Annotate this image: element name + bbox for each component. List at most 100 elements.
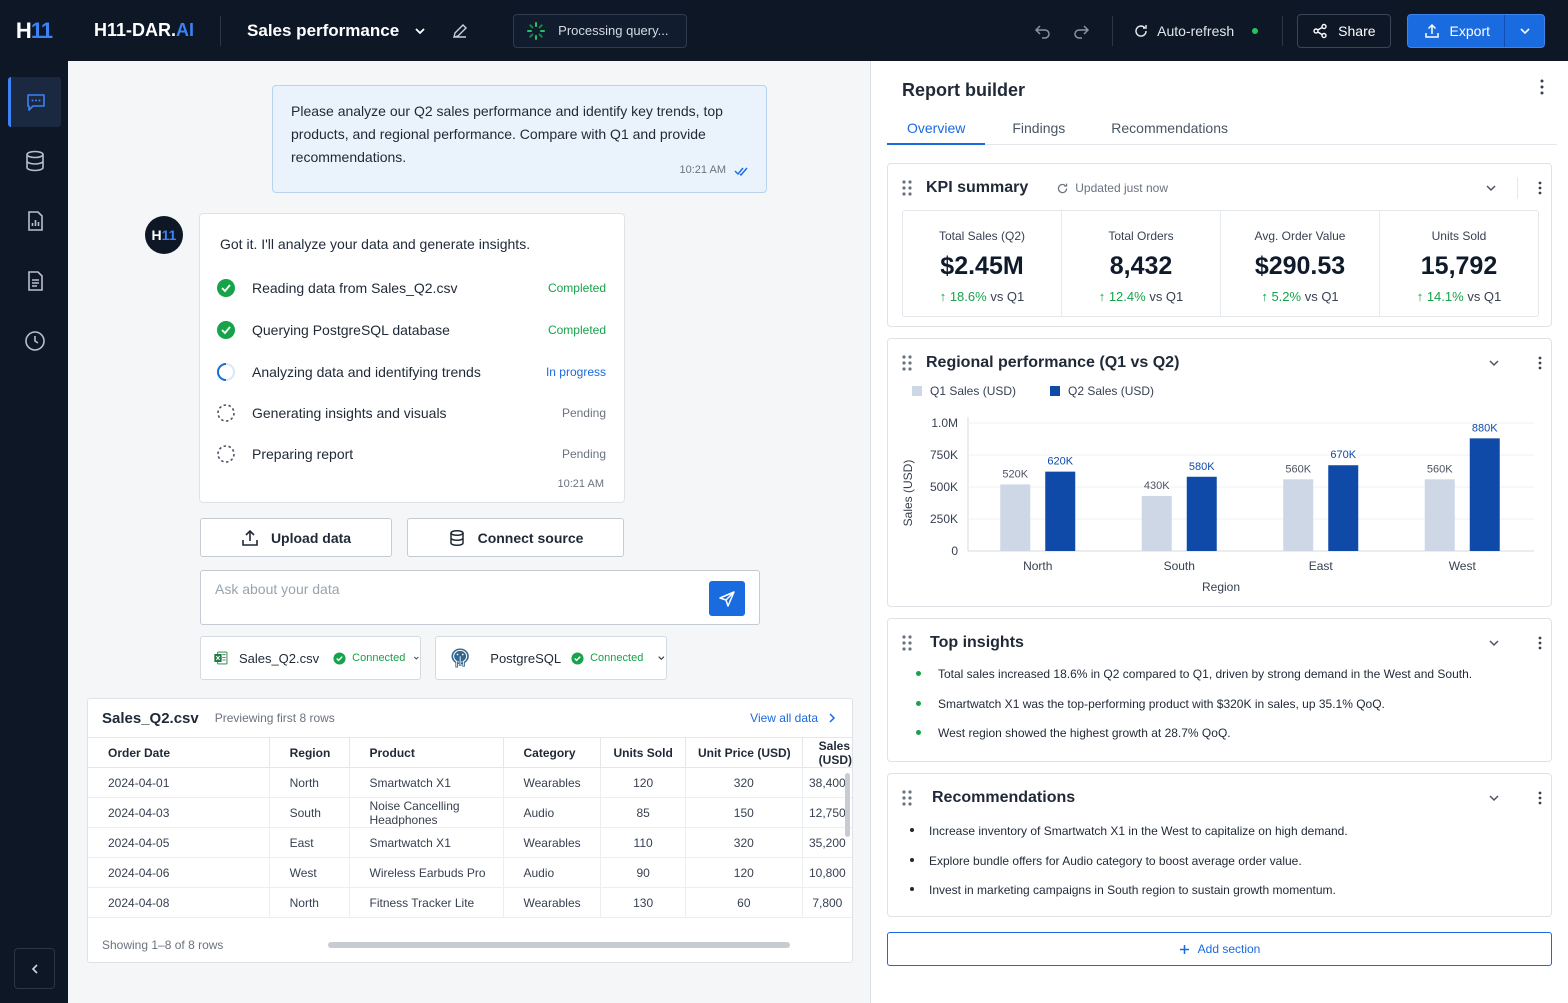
y-tick-label: 750K <box>930 448 958 462</box>
sidebar-item-documents[interactable] <box>8 256 61 306</box>
list-item: Invest in marketing campaigns in South r… <box>910 883 1348 913</box>
section-header: Top insights <box>902 619 1542 667</box>
sidebar-item-history[interactable] <box>8 316 61 366</box>
more-vertical-icon[interactable] <box>1538 356 1542 370</box>
kpi-value: $290.53 <box>1254 252 1346 280</box>
bullet-icon <box>916 671 921 676</box>
brand-name: H11-DAR.AI <box>94 20 195 40</box>
progress-step: Preparing report Pending <box>216 442 606 466</box>
column-header[interactable]: Units Sold <box>600 737 686 768</box>
check-circle-icon <box>217 279 235 297</box>
column-header[interactable]: Category <box>503 737 602 768</box>
refresh-icon <box>1058 183 1068 193</box>
sidebar-item-chat[interactable] <box>8 77 61 127</box>
collapse-sidebar-button[interactable] <box>14 948 55 989</box>
bar <box>1141 495 1172 551</box>
ask-box <box>200 570 760 625</box>
chevron-down-icon[interactable] <box>413 653 420 663</box>
bar <box>1000 484 1031 551</box>
top-bar: H 11 H11-DAR.AI Sales performance Process… <box>0 0 1568 61</box>
source-name: PostgreSQL <box>490 650 562 666</box>
auto-refresh-label: Auto-refresh <box>1157 22 1235 39</box>
vertical-scrollbar[interactable] <box>845 773 850 837</box>
export-options-button[interactable] <box>1504 14 1544 47</box>
sidebar-item-data[interactable] <box>8 136 61 186</box>
bar <box>1283 479 1314 551</box>
column-header[interactable]: Order Date <box>88 737 270 768</box>
column-header[interactable]: Product <box>349 737 504 768</box>
column-header[interactable]: Unit Price (USD) <box>685 737 803 768</box>
table-row[interactable]: 2024-04-01 North Smartwatch X1 Wearables 120… <box>88 767 852 798</box>
column-header[interactable]: Region <box>269 737 350 768</box>
step-status: Completed <box>547 323 606 337</box>
kpi-value: 15,792 <box>1420 252 1498 280</box>
top-insights-section: Top insights Total sales increased 18.6%… <box>887 618 1552 762</box>
app-logo[interactable]: H 11 <box>15 17 53 43</box>
section-title: Regional performance (Q1 vs Q2) <box>926 354 1180 371</box>
chevron-left-icon <box>31 963 38 974</box>
edit-icon[interactable] <box>451 22 469 40</box>
upload-icon <box>1424 23 1439 38</box>
step-status: Completed <box>547 281 606 295</box>
regional-bar-chart: 0 250K 500K 750K 1.0M 520K 620K North 430K 580K So… <box>901 416 1534 594</box>
tab-overview[interactable]: Overview <box>887 113 986 145</box>
chevron-down-icon[interactable] <box>1488 357 1500 369</box>
pending-icon <box>217 445 235 463</box>
drag-handle-icon[interactable] <box>902 180 912 196</box>
connect-source-button[interactable]: Connect source <box>407 518 624 557</box>
upload-data-button[interactable]: Upload data <box>200 518 392 557</box>
source-chip-sales-csv[interactable]: Sales_Q2.csv Connected <box>200 636 421 680</box>
legend-swatch <box>912 386 922 396</box>
processing-indicator: Processing query... <box>513 13 688 48</box>
drag-handle-icon[interactable] <box>902 355 912 371</box>
export-button[interactable]: Export <box>1408 15 1504 47</box>
recommendations-section: Recommendations Increase inventory of Sm… <box>887 773 1552 917</box>
legend-item[interactable]: Q1 Sales (USD) <box>912 384 1016 398</box>
sidebar-item-reports[interactable] <box>8 196 61 246</box>
preview-file-name: Sales_Q2.csv <box>102 709 199 727</box>
column-header[interactable]: Sales (USD) <box>802 737 852 768</box>
table-row[interactable]: 2024-04-03 South Noise Cancelling Headphon… <box>88 797 852 828</box>
drag-handle-icon[interactable] <box>902 790 912 806</box>
connected-badge: Connected <box>571 651 643 665</box>
table-header-row: Order Date Region Product Category Units… <box>88 737 852 768</box>
chevron-down-icon[interactable] <box>1488 792 1500 804</box>
more-vertical-icon[interactable] <box>1538 636 1542 650</box>
tab-recommendations[interactable]: Recommendations <box>1111 120 1229 136</box>
chevron-down-icon[interactable] <box>657 653 666 663</box>
share-button[interactable]: Share <box>1297 13 1391 48</box>
auto-refresh-toggle[interactable]: Auto-refresh <box>1133 22 1259 39</box>
add-section-button[interactable]: Add section <box>887 932 1552 966</box>
legend-swatch <box>1050 386 1061 396</box>
view-all-data-link[interactable]: View all data <box>750 711 836 725</box>
report-title-menu[interactable]: Sales performance <box>247 21 469 41</box>
assistant-message: Got it. I'll analyze your data and gener… <box>199 213 625 503</box>
redo-icon <box>1074 24 1090 39</box>
more-options-button[interactable] <box>1540 79 1544 98</box>
more-vertical-icon[interactable] <box>1538 181 1542 195</box>
user-message-text: Please analyze our Q2 sales performance … <box>291 103 723 165</box>
drag-handle-icon[interactable] <box>902 635 912 651</box>
document-icon <box>27 271 43 291</box>
more-vertical-icon[interactable] <box>1538 791 1542 805</box>
y-tick-label: 500K <box>930 480 958 494</box>
data-label: 580K <box>1189 461 1215 473</box>
horizontal-scrollbar[interactable] <box>328 942 790 948</box>
kpi-label: Total Sales (Q2) <box>938 229 1026 243</box>
data-label: 560K <box>1427 463 1453 475</box>
table-row[interactable]: 2024-04-06 West Wireless Earbuds Pro Audio 9… <box>88 857 852 888</box>
table-row[interactable]: 2024-04-05 East Smartwatch X1 Wearables 110 3… <box>88 827 852 858</box>
tab-findings[interactable]: Findings <box>1012 120 1066 136</box>
redo-button[interactable] <box>1062 22 1100 40</box>
list-item: Total sales increased 18.6% in Q2 compar… <box>916 667 1472 697</box>
table-row[interactable]: 2024-04-08 North Fitness Tracker Lite Weara… <box>88 887 852 918</box>
chevron-down-icon[interactable] <box>1485 182 1497 194</box>
ask-input[interactable] <box>215 581 695 597</box>
send-button[interactable] <box>709 581 745 616</box>
legend-item[interactable]: Q2 Sales (USD) <box>1050 384 1154 398</box>
source-chip-postgresql[interactable]: PostgreSQL Connected <box>435 636 667 680</box>
chevron-down-icon[interactable] <box>413 24 427 38</box>
undo-button[interactable] <box>1024 22 1062 40</box>
divider <box>1517 177 1518 199</box>
chevron-down-icon[interactable] <box>1488 637 1500 649</box>
